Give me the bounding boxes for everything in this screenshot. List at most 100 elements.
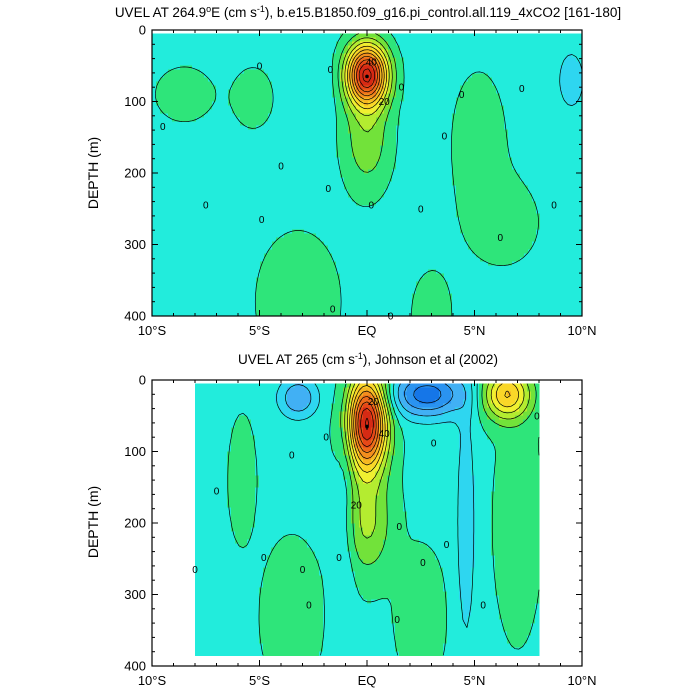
contour-cell [396,101,401,107]
contour-cell [220,117,225,123]
contour-cell [368,53,373,59]
contour-cell [552,57,557,63]
contour-cell [460,85,465,91]
contour-cell [408,205,413,211]
contour-cell [552,141,557,147]
contour-cell [480,41,485,47]
contour-cell [204,89,209,95]
contour-cell [448,97,453,103]
contour-cell [348,53,353,59]
contour-cell [316,73,321,79]
contour-cell [536,177,541,183]
contour-cell [376,145,381,151]
contour-cell [268,169,273,175]
contour-cell [320,93,325,99]
contour-cell [248,145,253,151]
contour-cell [320,205,325,211]
contour-cell [576,53,581,59]
contour-cell [520,145,525,151]
contour-cell [180,129,185,135]
contour-cell [516,81,521,87]
contour-cell [384,85,389,91]
contour-cell [252,181,257,187]
contour-cell [540,165,545,171]
contour-cell [260,169,265,175]
contour-cell [216,105,221,111]
contour-cell [180,45,185,51]
contour-cell [268,85,273,91]
contour-cell [300,53,305,59]
contour-cell [176,125,181,131]
contour-cell [160,189,165,195]
contour-cell [236,169,241,175]
contour-cell [296,177,301,183]
contour-cell [420,145,425,151]
contour-cell [332,149,337,155]
contour-cell [568,145,573,151]
contour-cell [416,85,421,91]
contour-cell [396,177,401,183]
contour-cell [256,41,261,47]
contour-cell [552,125,557,131]
contour-cell [460,65,465,71]
contour-cell [568,153,573,159]
contour-cell [236,173,241,179]
contour-cell [272,61,277,67]
contour-cell [436,149,441,155]
contour-cell [440,57,445,63]
contour-cell [424,89,429,95]
contour-cell [276,65,281,71]
contour-cell [472,181,477,187]
contour-cell [376,149,381,155]
contour-cell [436,45,441,51]
contour-cell [560,81,565,87]
contour-cell [480,89,485,95]
contour-cell [572,45,577,51]
contour-cell [380,129,385,135]
contour-cell [164,105,169,111]
contour-cell [520,161,525,167]
contour-cell [228,93,233,99]
contour-cell [184,117,189,123]
contour-cell [380,209,385,215]
contour-cell [184,45,189,51]
contour-cell [152,101,157,107]
contour-cell [472,133,477,139]
contour-cell [580,73,583,79]
contour-cell [264,45,269,51]
contour-cell [540,61,545,67]
contour-cell [388,165,393,171]
contour-cell [464,37,469,43]
contour-cell [492,53,497,59]
contour-cell [364,141,369,147]
contour-cell [236,37,241,43]
contour-cell [332,89,337,95]
contour-cell [364,145,369,151]
contour-cell [212,97,217,103]
contour-cell [300,61,305,67]
contour-cell [428,33,433,39]
contour-cell [232,97,237,103]
contour-cell [432,93,437,99]
contour-cell [280,193,285,199]
contour-cell [548,53,553,59]
contour-cell [316,117,321,123]
contour-cell [376,97,381,103]
contour-cell [272,129,277,135]
contour-cell [552,61,557,67]
contour-cell [552,77,557,83]
contour-cell [484,161,489,167]
contour-cell [480,141,485,147]
contour-cell [392,145,397,151]
contour-cell [252,73,257,79]
contour-cell [208,41,213,47]
contour-cell [228,197,233,203]
contour-cell [312,205,317,211]
contour-cell [432,153,437,159]
contour-cell [340,73,345,79]
contour-cell [460,141,465,147]
contour-cell [268,37,273,43]
contour-cell [424,153,429,159]
contour-cell [208,161,213,167]
contour-cell [428,169,433,175]
